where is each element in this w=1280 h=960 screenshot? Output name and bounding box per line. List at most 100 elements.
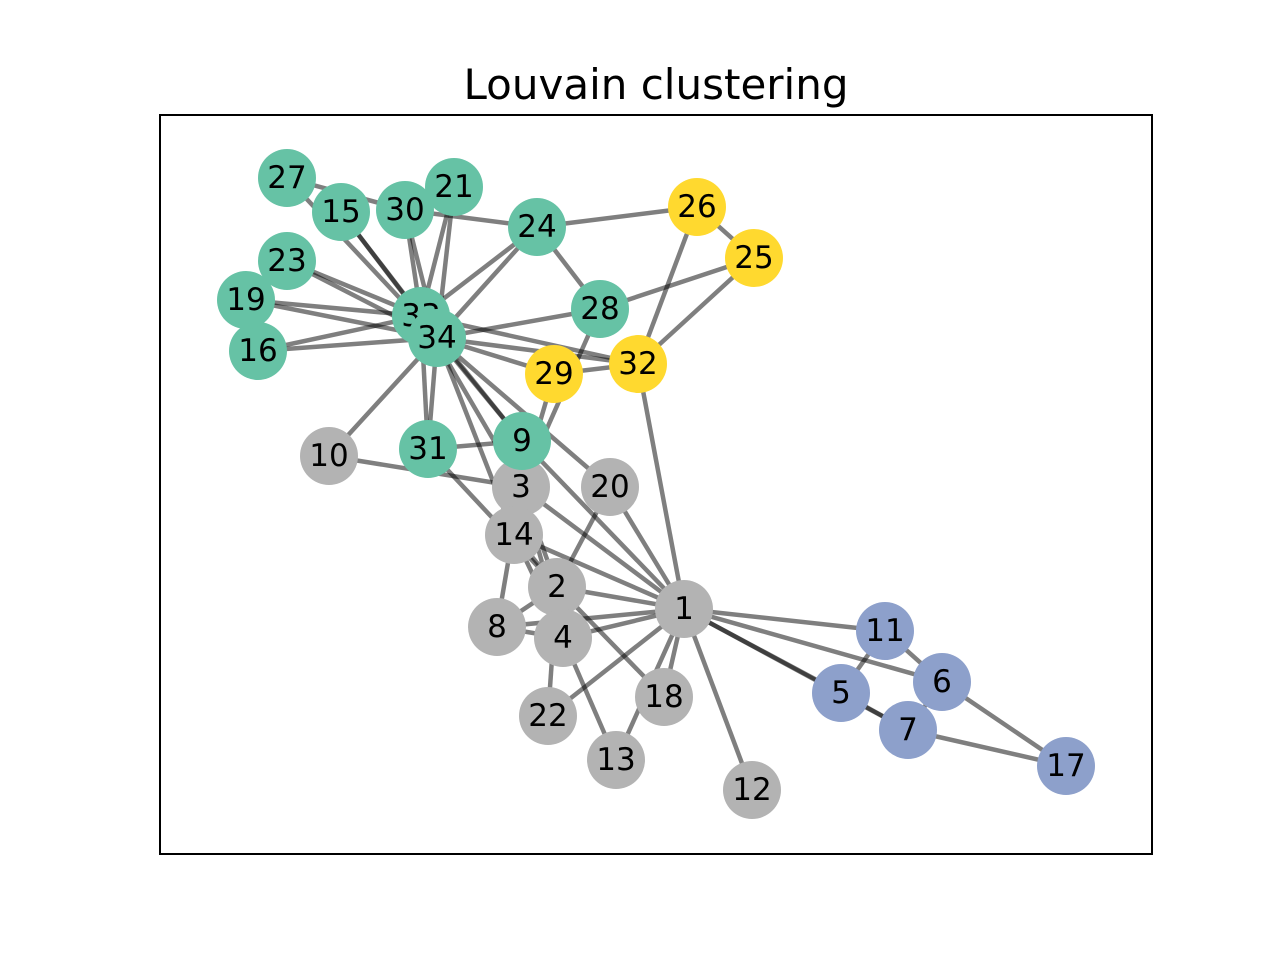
node-14: 14 bbox=[485, 506, 543, 564]
node-34: 34 bbox=[408, 309, 466, 367]
node-15: 15 bbox=[312, 183, 370, 241]
node-circle-2 bbox=[528, 558, 586, 616]
node-label-31: 31 bbox=[408, 431, 447, 467]
node-label-16: 16 bbox=[238, 333, 277, 369]
node-12: 12 bbox=[723, 761, 781, 819]
figure-title: Louvain clustering bbox=[464, 60, 849, 109]
node-17: 17 bbox=[1037, 737, 1095, 795]
node-circle-22 bbox=[519, 687, 577, 745]
node-label-18: 18 bbox=[644, 679, 683, 715]
node-32: 32 bbox=[609, 335, 667, 393]
node-21: 21 bbox=[425, 158, 483, 216]
node-label-17: 17 bbox=[1046, 748, 1085, 784]
node-circle-14 bbox=[485, 506, 543, 564]
node-circle-32 bbox=[609, 335, 667, 393]
node-label-21: 21 bbox=[434, 169, 473, 205]
node-29: 29 bbox=[525, 345, 583, 403]
node-circle-15 bbox=[312, 183, 370, 241]
node-30: 30 bbox=[376, 181, 434, 239]
node-circle-19 bbox=[217, 271, 275, 329]
node-circle-20 bbox=[581, 458, 639, 516]
node-31: 31 bbox=[399, 420, 457, 478]
node-16: 16 bbox=[229, 322, 287, 380]
node-circle-16 bbox=[229, 322, 287, 380]
node-10: 10 bbox=[300, 427, 358, 485]
node-circle-23 bbox=[258, 232, 316, 290]
node-circle-9 bbox=[493, 412, 551, 470]
node-26: 26 bbox=[668, 178, 726, 236]
edge-1-9 bbox=[520, 439, 686, 611]
node-circle-4 bbox=[534, 609, 592, 667]
node-circle-12 bbox=[723, 761, 781, 819]
node-label-3: 3 bbox=[511, 469, 531, 505]
node-circle-18 bbox=[635, 668, 693, 726]
node-circle-8 bbox=[468, 598, 526, 656]
node-20: 20 bbox=[581, 458, 639, 516]
node-circle-27 bbox=[258, 149, 316, 207]
node-1: 1 bbox=[655, 580, 713, 638]
node-27: 27 bbox=[258, 149, 316, 207]
edge-1-11 bbox=[683, 606, 886, 634]
edge-1-32 bbox=[635, 363, 687, 610]
node-circle-10 bbox=[300, 427, 358, 485]
edge-1-8 bbox=[496, 606, 685, 630]
node-label-27: 27 bbox=[267, 160, 306, 196]
node-18: 18 bbox=[635, 668, 693, 726]
node-label-2: 2 bbox=[547, 569, 567, 605]
node-label-9: 9 bbox=[512, 423, 532, 459]
node-circle-28 bbox=[571, 280, 629, 338]
node-circle-7 bbox=[879, 701, 937, 759]
node-9: 9 bbox=[493, 412, 551, 470]
node-label-7: 7 bbox=[898, 712, 918, 748]
node-2: 2 bbox=[528, 558, 586, 616]
node-label-23: 23 bbox=[267, 243, 306, 279]
node-circle-24 bbox=[508, 198, 566, 256]
node-13: 13 bbox=[587, 731, 645, 789]
node-8: 8 bbox=[468, 598, 526, 656]
node-label-22: 22 bbox=[528, 698, 567, 734]
node-3: 3 bbox=[492, 458, 550, 516]
node-circle-11 bbox=[856, 602, 914, 660]
node-label-1: 1 bbox=[674, 591, 694, 627]
node-label-24: 24 bbox=[517, 209, 556, 245]
node-circle-34 bbox=[408, 309, 466, 367]
node-22: 22 bbox=[519, 687, 577, 745]
node-25: 25 bbox=[725, 229, 783, 287]
node-circle-17 bbox=[1037, 737, 1095, 795]
node-label-19: 19 bbox=[226, 282, 265, 318]
node-circle-13 bbox=[587, 731, 645, 789]
edge-1-3 bbox=[519, 485, 686, 611]
node-label-11: 11 bbox=[865, 613, 904, 649]
node-circle-26 bbox=[668, 178, 726, 236]
plot-frame bbox=[159, 114, 1153, 855]
node-circle-3 bbox=[492, 458, 550, 516]
node-label-12: 12 bbox=[732, 772, 771, 808]
node-7: 7 bbox=[879, 701, 937, 759]
node-label-4: 4 bbox=[553, 620, 573, 656]
node-label-34: 34 bbox=[417, 320, 456, 356]
node-label-29: 29 bbox=[534, 356, 573, 392]
node-4: 4 bbox=[534, 609, 592, 667]
edge-1-6 bbox=[683, 606, 943, 685]
node-11: 11 bbox=[856, 602, 914, 660]
node-19: 19 bbox=[217, 271, 275, 329]
node-circle-29 bbox=[525, 345, 583, 403]
node-circle-6 bbox=[913, 653, 971, 711]
node-label-15: 15 bbox=[321, 194, 360, 230]
node-circle-5 bbox=[812, 664, 870, 722]
node-label-10: 10 bbox=[309, 438, 348, 474]
node-label-6: 6 bbox=[932, 664, 952, 700]
node-circle-25 bbox=[725, 229, 783, 287]
node-label-8: 8 bbox=[487, 609, 507, 645]
node-circle-30 bbox=[376, 181, 434, 239]
node-label-14: 14 bbox=[494, 517, 533, 553]
node-28: 28 bbox=[571, 280, 629, 338]
edge-1-12 bbox=[681, 608, 755, 791]
node-label-30: 30 bbox=[385, 192, 424, 228]
node-label-25: 25 bbox=[734, 240, 773, 276]
node-label-26: 26 bbox=[677, 189, 716, 225]
node-circle-31 bbox=[399, 420, 457, 478]
node-label-5: 5 bbox=[831, 675, 851, 711]
